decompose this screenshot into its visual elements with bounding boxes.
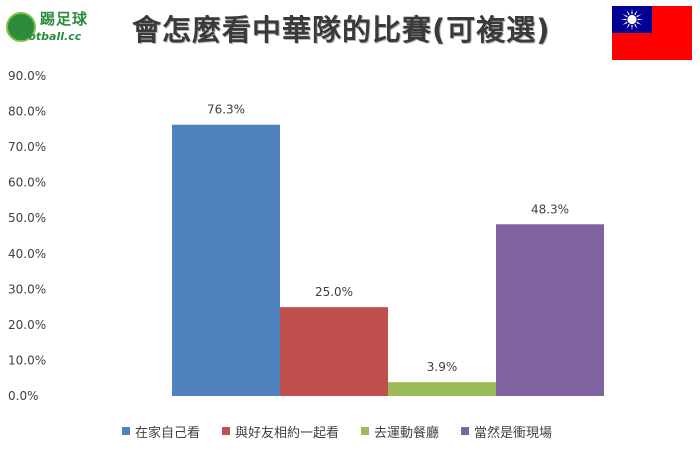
chart-legend: 在家自己看 與好友相約一起看 去運動餐廳 當然是衝現場 bbox=[122, 422, 553, 441]
legend-swatch bbox=[461, 427, 470, 435]
soccer-ball-icon bbox=[6, 12, 36, 42]
sun-ray bbox=[635, 14, 642, 18]
y-tick-label: 60.0% bbox=[8, 176, 46, 190]
sun-ray bbox=[626, 23, 631, 30]
legend-label: 在家自己看 bbox=[135, 425, 201, 441]
bar-value-label: 25.0% bbox=[315, 285, 353, 299]
y-tick-label: 40.0% bbox=[8, 247, 46, 261]
football-logo: 踢足球 football.cc bbox=[6, 6, 98, 46]
legend-swatch bbox=[222, 427, 231, 435]
legend-label: 與好友相約一起看 bbox=[235, 425, 340, 441]
logo-chinese-text: 踢足球 bbox=[40, 10, 89, 28]
sun-ray bbox=[631, 8, 633, 15]
legend-item: 在家自己看 bbox=[122, 422, 201, 441]
flag-sun-icon bbox=[621, 8, 643, 31]
y-tick-label: 0.0% bbox=[8, 389, 39, 403]
y-tick-label: 50.0% bbox=[8, 211, 46, 225]
legend-swatch bbox=[361, 427, 370, 435]
taiwan-flag-icon bbox=[612, 6, 692, 60]
sun-ray bbox=[622, 21, 629, 25]
legend-label: 當然是衝現場 bbox=[474, 425, 553, 441]
sun-ray bbox=[631, 24, 633, 31]
bar bbox=[172, 124, 280, 396]
bar bbox=[496, 224, 604, 396]
data-labels: 76.3% 25.0% 3.9% 48.3% bbox=[207, 103, 569, 374]
sun-disc bbox=[627, 14, 637, 25]
y-axis-ticks: 0.0% 10.0% 20.0% 30.0% 40.0% 50.0% 60.0% 70.0% 8… bbox=[8, 69, 46, 403]
y-tick-label: 80.0% bbox=[8, 105, 46, 119]
legend-label: 去運動餐廳 bbox=[374, 425, 440, 441]
bar-value-label: 3.9% bbox=[427, 360, 458, 374]
y-tick-label: 20.0% bbox=[8, 318, 46, 332]
logo-english-text: football.cc bbox=[16, 30, 82, 43]
y-tick-label: 70.0% bbox=[8, 140, 46, 154]
sun-ray bbox=[633, 9, 638, 16]
y-tick-label: 30.0% bbox=[8, 282, 46, 296]
bar bbox=[280, 307, 388, 396]
bar-value-label: 48.3% bbox=[531, 202, 569, 216]
sun-ray bbox=[621, 18, 628, 21]
legend-swatch bbox=[122, 427, 130, 435]
bar bbox=[388, 382, 496, 396]
legend-item: 與好友相約一起看 bbox=[222, 422, 340, 441]
legend-item: 當然是衝現場 bbox=[461, 422, 553, 441]
sun-ray bbox=[626, 9, 631, 16]
sun-ray bbox=[636, 18, 643, 21]
bar-value-label: 76.3% bbox=[207, 103, 245, 117]
bars bbox=[172, 124, 604, 396]
sun-ray bbox=[635, 21, 642, 25]
y-tick-label: 10.0% bbox=[8, 353, 46, 367]
y-tick-label: 90.0% bbox=[8, 69, 46, 83]
chart-title: 會怎麼看中華隊的比賽(可複選) bbox=[132, 13, 551, 47]
sun-ray bbox=[622, 14, 629, 18]
legend-item: 去運動餐廳 bbox=[361, 422, 440, 441]
sun-ray bbox=[633, 23, 638, 30]
